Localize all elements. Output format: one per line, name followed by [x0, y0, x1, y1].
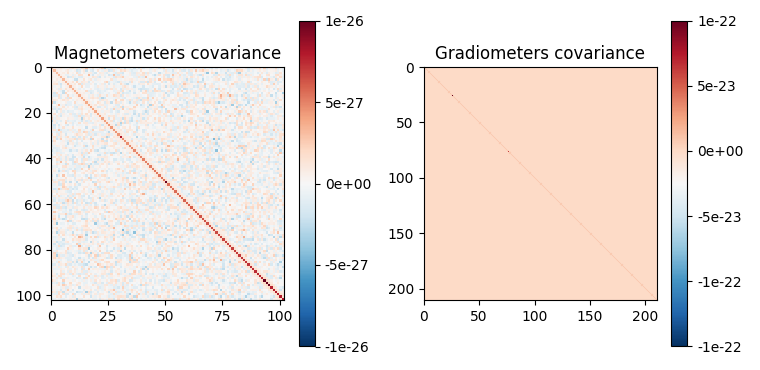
Title: Magnetometers covariance: Magnetometers covariance	[54, 45, 281, 63]
Title: Gradiometers covariance: Gradiometers covariance	[435, 45, 645, 63]
